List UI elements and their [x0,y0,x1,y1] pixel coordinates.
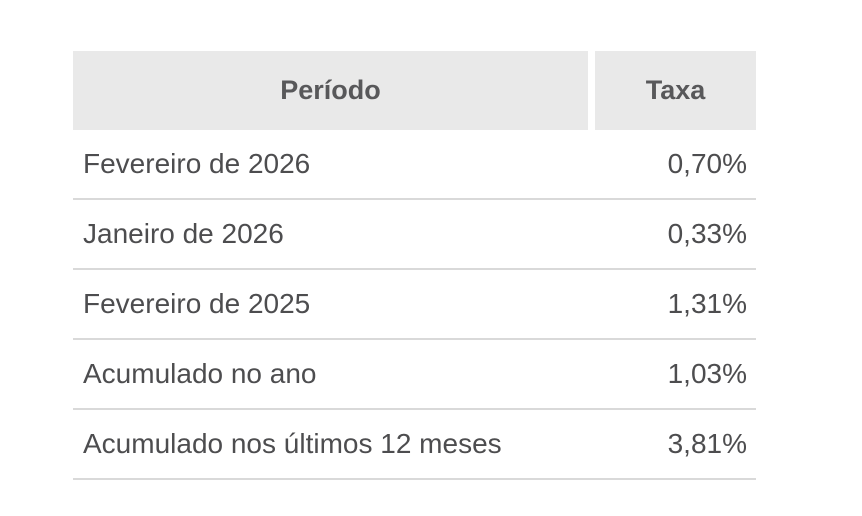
table-row: Acumulado nos últimos 12 meses 3,81% [73,410,756,480]
rate-table: Período Taxa Fevereiro de 2026 0,70% Jan… [73,51,756,480]
table-row: Fevereiro de 2025 1,31% [73,270,756,340]
period-cell: Fevereiro de 2025 [83,288,311,319]
period-column-header: Período [73,51,588,130]
table-header-row: Período Taxa [73,51,756,130]
rate-cell: 0,70% [667,148,747,179]
period-cell: Fevereiro de 2026 [83,148,311,179]
rate-cell: 1,31% [667,288,747,319]
rate-cell: 3,81% [667,428,747,459]
table-body: Fevereiro de 2026 0,70% Janeiro de 2026 … [73,130,756,480]
rate-cell: 0,33% [667,218,747,249]
period-cell: Acumulado nos últimos 12 meses [83,428,502,459]
period-cell: Janeiro de 2026 [83,218,284,249]
table-row: Fevereiro de 2026 0,70% [73,130,756,200]
rate-cell: 1,03% [667,358,747,389]
rate-column-header: Taxa [595,51,756,130]
table-row: Acumulado no ano 1,03% [73,340,756,410]
table-row: Janeiro de 2026 0,33% [73,200,756,270]
period-cell: Acumulado no ano [83,358,317,389]
